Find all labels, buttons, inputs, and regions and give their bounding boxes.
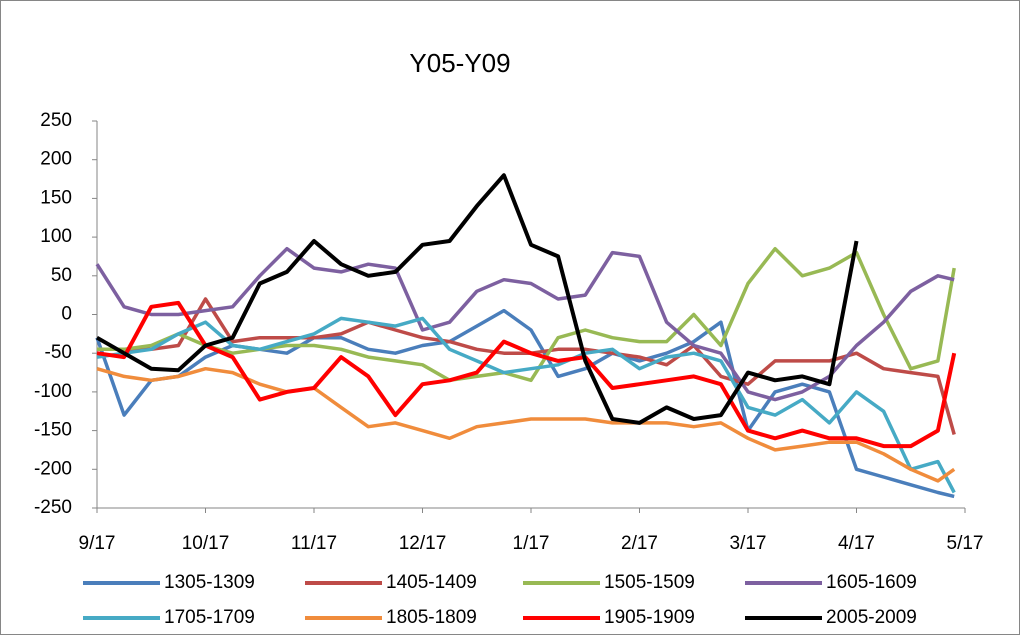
legend-label: 1905-1909 [604,607,695,628]
series-line [96,316,956,494]
y-tick-label: 250 [40,110,72,131]
x-tick-label: 12/17 [399,533,447,554]
x-tick-label: 11/17 [291,533,337,554]
series-line [96,366,956,483]
legend-label: 1705-1709 [164,607,255,628]
x-tick-label: 9/17 [79,533,116,554]
legend-label: 1805-1809 [386,607,477,628]
y-tick-label: -100 [34,381,72,402]
chart-title: Y05-Y09 [409,48,510,78]
y-tick-label: -50 [45,342,72,363]
legend-label: 1405-1409 [386,572,477,593]
x-tick-label: 4/17 [838,533,875,554]
y-tick-label: 50 [51,265,72,286]
y-tick-label: 100 [40,226,72,247]
y-tick-label: -200 [34,458,72,479]
legend-label: 1605-1609 [826,572,917,593]
x-tick-label: 2/17 [621,533,658,554]
y-tick-label: 0 [61,304,72,325]
y-tick-label: 150 [40,187,72,208]
series-line [97,246,956,383]
legend-label: 1305-1309 [164,572,255,593]
y-tick-label: 200 [40,149,72,170]
x-tick-label: 3/17 [730,533,767,554]
series-line [96,173,859,425]
legend-label: 2005-2009 [826,607,917,628]
legend-label: 1505-1509 [604,572,695,593]
series-line [96,300,957,449]
y-tick-label: -250 [34,497,72,518]
y-tick-label: -150 [34,420,72,441]
x-tick-label: 1/17 [513,533,550,554]
x-tick-label: 5/17 [947,533,984,554]
x-tick-label: 10/17 [182,533,230,554]
